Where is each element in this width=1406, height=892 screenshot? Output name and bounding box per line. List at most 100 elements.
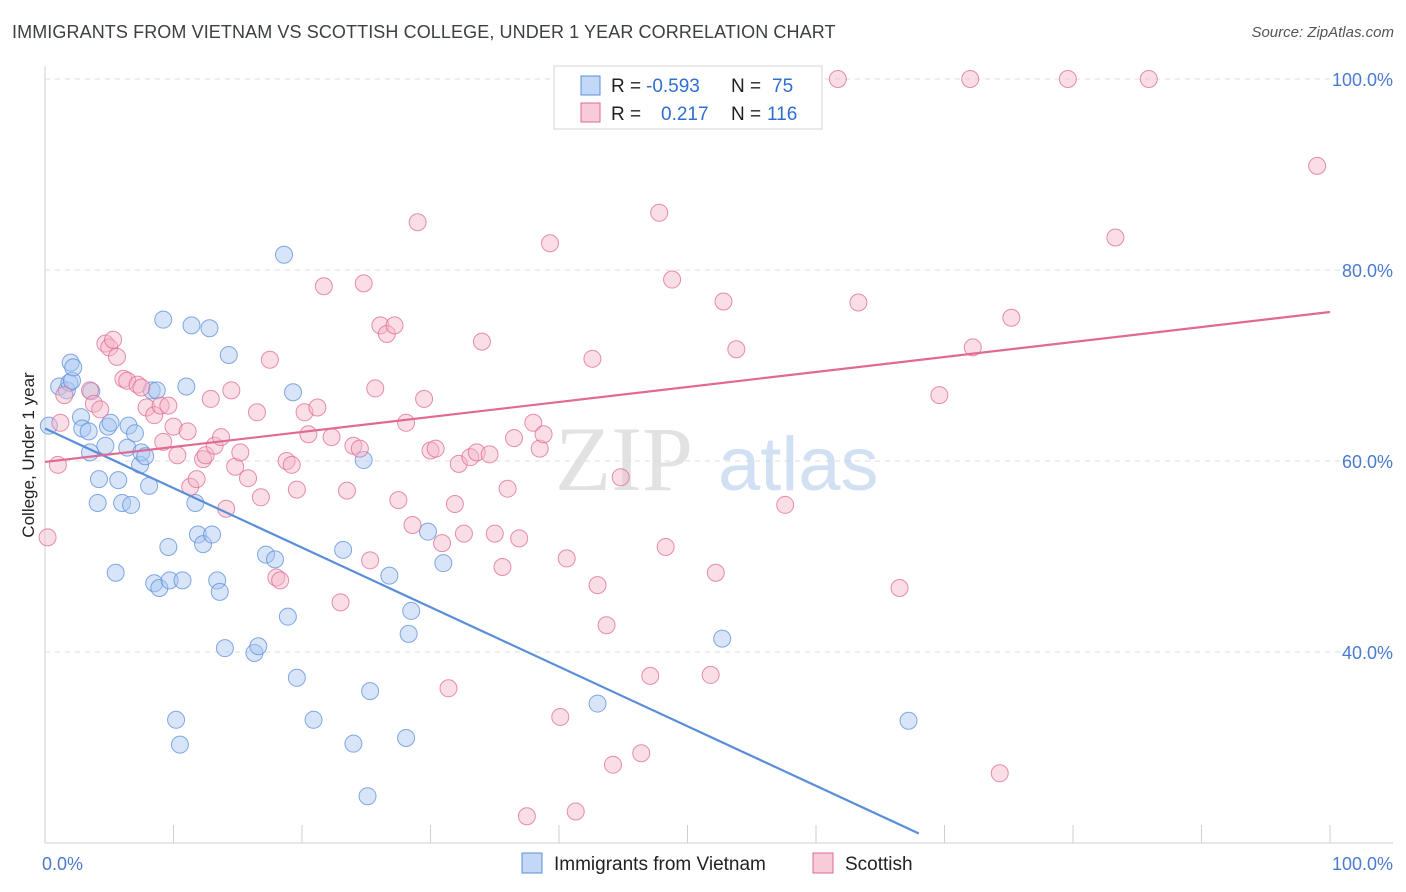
data-point [402, 601, 421, 620]
data-point [399, 624, 418, 643]
data-point [257, 545, 276, 564]
trend-line-0 [44, 427, 920, 835]
data-point [930, 386, 949, 405]
data-point [322, 428, 341, 447]
data-point [80, 381, 99, 400]
data-point [147, 381, 166, 400]
legend-swatch-scottish [580, 102, 601, 123]
data-point [418, 522, 437, 541]
y-tick-label: 80.0% [1342, 261, 1393, 281]
y-tick-label: 60.0% [1342, 452, 1393, 472]
data-point [350, 439, 369, 458]
data-point [454, 524, 473, 543]
legend-n-value-1: 75 [772, 76, 793, 97]
data-point [154, 310, 173, 329]
data-point [337, 481, 356, 500]
data-point [203, 525, 222, 544]
data-point [551, 707, 570, 726]
data-point [344, 734, 363, 753]
data-point [701, 665, 720, 684]
data-point [159, 396, 178, 415]
tick-labels: 40.0% 60.0% 80.0% 100.0% 0.0% 100.0% [42, 70, 1393, 874]
data-point [219, 345, 238, 364]
grid-lines [45, 78, 1393, 653]
chart-title: IMMIGRANTS FROM VIETNAM VS SCOTTISH COLL… [12, 22, 836, 42]
data-point [137, 398, 156, 417]
data-point [150, 579, 169, 598]
data-point [354, 451, 373, 470]
data-point [588, 576, 607, 595]
data-point [71, 408, 90, 427]
data-point [434, 554, 453, 573]
data-point [397, 413, 416, 432]
data-point [380, 566, 399, 585]
data-point [583, 349, 602, 368]
y-tick-label: 40.0% [1342, 643, 1393, 663]
data-point [397, 728, 416, 747]
data-point [187, 470, 206, 489]
data-point [445, 494, 464, 513]
legend-n-value-2: 116 [767, 104, 797, 125]
data-point [449, 454, 468, 473]
data-point [125, 424, 144, 443]
data-point [505, 429, 524, 448]
series-legend-swatch-scottish [812, 852, 834, 874]
data-point [282, 455, 301, 474]
data-point [426, 439, 445, 458]
data-point [271, 571, 290, 590]
data-point [200, 319, 219, 338]
data-point [170, 735, 189, 754]
data-point [776, 495, 795, 514]
data-point [641, 666, 660, 685]
data-point [385, 316, 404, 335]
data-point [1058, 70, 1077, 88]
data-point [899, 711, 918, 730]
data-point [314, 277, 333, 296]
data-point [287, 668, 306, 687]
data-point [96, 436, 115, 455]
data-point [472, 332, 491, 351]
data-point [164, 417, 183, 436]
data-point [706, 563, 725, 582]
data-point [663, 270, 682, 289]
data-point [260, 350, 279, 369]
data-point [287, 480, 306, 499]
data-point [239, 469, 258, 488]
legend-r-label-2: R = [611, 104, 641, 125]
data-point [194, 535, 213, 554]
watermark: ZIP atlas [555, 408, 879, 510]
axes [44, 66, 1393, 844]
data-point [201, 389, 220, 408]
data-point [1139, 70, 1158, 88]
data-point [222, 381, 241, 400]
data-point [278, 607, 297, 626]
data-point [251, 488, 270, 507]
data-points [38, 70, 1327, 826]
series-legend-label-scottish: Scottish [845, 854, 913, 875]
data-point [849, 293, 868, 312]
legend-r-value-2: 0.217 [661, 104, 709, 125]
data-point [104, 330, 123, 349]
data-point [480, 445, 499, 464]
legend-r-label-1: R = [611, 76, 641, 97]
data-point [727, 340, 746, 359]
data-point [122, 495, 141, 514]
data-point [266, 550, 285, 569]
data-point [132, 378, 151, 397]
y-tick-label: 100.0% [1332, 70, 1393, 90]
data-point [603, 755, 622, 774]
data-point [361, 551, 380, 570]
data-point [517, 807, 536, 826]
data-point [358, 787, 377, 806]
trend-line-1 [44, 310, 1331, 464]
watermark-zip: ZIP [555, 408, 693, 510]
data-point [208, 571, 227, 590]
data-point [439, 679, 458, 698]
data-point [226, 457, 245, 476]
data-point [91, 400, 110, 419]
data-point [361, 682, 380, 701]
data-point [231, 443, 250, 462]
data-point [498, 479, 517, 498]
data-point [145, 574, 164, 593]
data-point [597, 616, 616, 635]
